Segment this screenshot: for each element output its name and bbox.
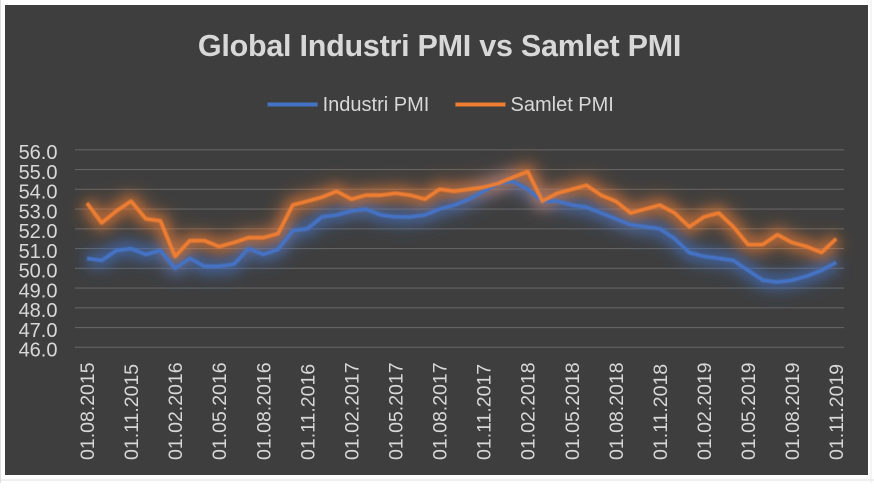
svg-text:56.0: 56.0 [19,142,58,164]
svg-text:50.0: 50.0 [19,261,58,283]
svg-text:01.11.2017: 01.11.2017 [474,364,496,460]
svg-text:52.0: 52.0 [19,221,58,243]
svg-text:01.02.2016: 01.02.2016 [165,362,187,460]
svg-text:01.05.2018: 01.05.2018 [562,362,584,460]
svg-text:01.11.2015: 01.11.2015 [121,364,143,460]
svg-text:01.08.2017: 01.08.2017 [430,362,452,460]
svg-text:01.11.2016: 01.11.2016 [297,364,319,460]
svg-text:Samlet PMI: Samlet PMI [511,94,614,116]
svg-text:55.0: 55.0 [19,162,58,184]
svg-text:48.0: 48.0 [19,300,58,322]
svg-text:01.02.2019: 01.02.2019 [694,362,716,460]
svg-text:01.08.2015: 01.08.2015 [77,362,99,460]
svg-text:Global Industri PMI vs Samlet: Global Industri PMI vs Samlet PMI [198,29,681,63]
svg-text:54.0: 54.0 [19,182,58,204]
svg-text:47.0: 47.0 [19,320,58,342]
svg-text:01.08.2018: 01.08.2018 [606,362,628,460]
svg-text:01.02.2018: 01.02.2018 [518,362,540,460]
svg-text:01.02.2017: 01.02.2017 [341,362,363,460]
svg-text:49.0: 49.0 [19,280,58,302]
svg-text:01.11.2019: 01.11.2019 [826,364,848,460]
svg-text:01.05.2019: 01.05.2019 [738,362,760,460]
svg-text:51.0: 51.0 [19,241,58,263]
svg-text:01.11.2018: 01.11.2018 [650,364,672,460]
svg-text:01.08.2019: 01.08.2019 [782,362,804,460]
svg-text:53.0: 53.0 [19,201,58,223]
svg-text:Industri PMI: Industri PMI [323,94,430,116]
svg-text:01.08.2016: 01.08.2016 [253,362,275,460]
svg-text:46.0: 46.0 [19,340,58,362]
svg-text:01.05.2017: 01.05.2017 [386,362,408,460]
svg-text:01.05.2016: 01.05.2016 [209,362,231,460]
